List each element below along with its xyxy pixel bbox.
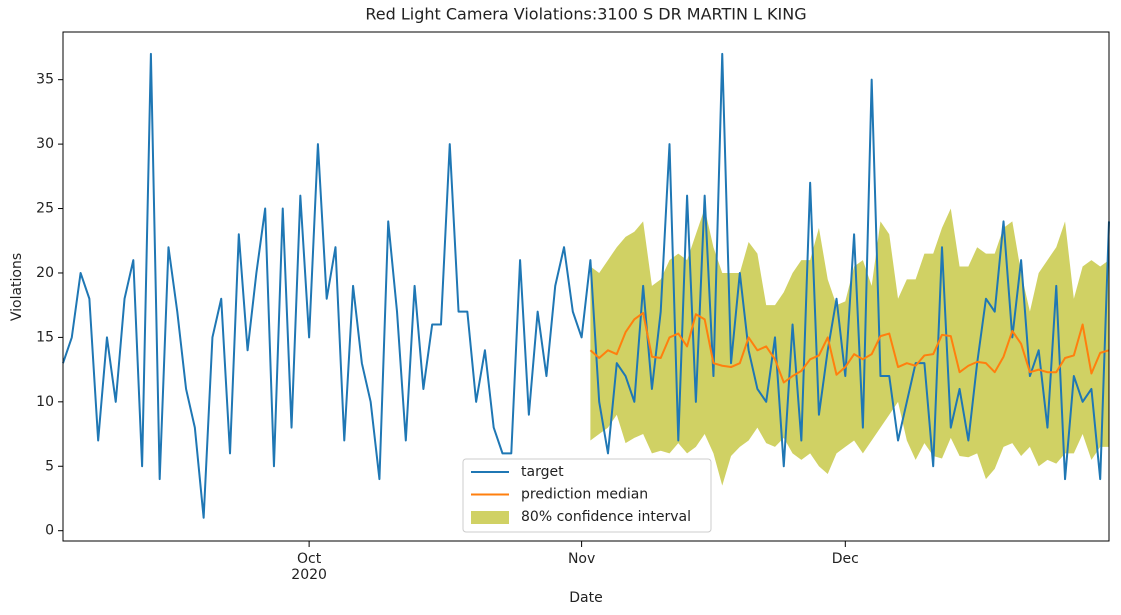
legend-label: 80% confidence interval	[521, 509, 691, 525]
legend-label: prediction median	[521, 487, 648, 503]
series-line	[62, 52, 1110, 519]
legend-label: target	[521, 464, 564, 480]
legend-box	[462, 458, 712, 533]
legend: target prediction median 80% confidence in…	[462, 458, 712, 533]
y-axis-label: Violations	[9, 253, 25, 321]
y-tick-label: 15	[36, 329, 54, 345]
y-tick-label: 20	[36, 265, 54, 281]
y-tick-label: 5	[45, 458, 54, 474]
plot-area	[62, 52, 1110, 519]
y-tick-label: 10	[36, 394, 54, 410]
chart-title: Red Light Camera Violations:3100 S DR MA…	[365, 5, 806, 24]
plot-frame	[62, 31, 1110, 542]
y-tick-label: 30	[36, 136, 54, 152]
x-tick-label: Oct 2020	[291, 551, 327, 583]
y-tick-label: 25	[36, 201, 54, 217]
legend-swatch	[471, 511, 509, 524]
x-tick-label: Nov	[568, 551, 595, 567]
confidence-band	[590, 208, 1109, 486]
y-tick-label: 0	[45, 523, 54, 539]
y-tick-label: 35	[36, 72, 54, 88]
x-axis-label: Date	[569, 590, 602, 606]
series-line	[589, 311, 1110, 384]
x-tick-label: Dec	[832, 551, 859, 567]
